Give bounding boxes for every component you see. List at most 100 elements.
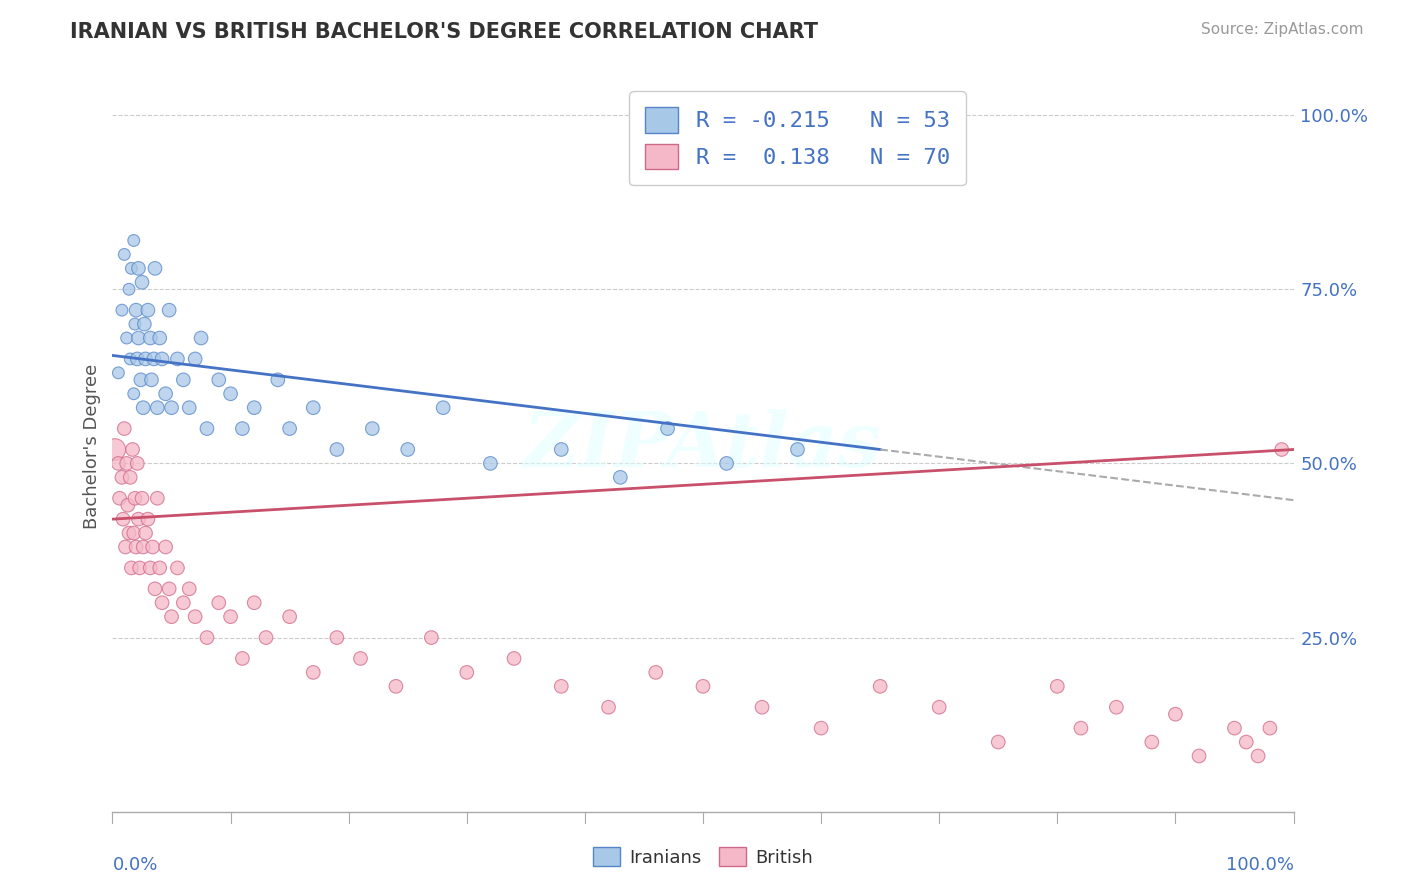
Point [172,373,194,387]
Point [122,234,145,248]
Point [208,596,231,610]
Point [160,609,183,624]
Point [503,651,526,665]
Point [135,351,157,366]
Point [208,373,231,387]
Point [127,261,149,276]
Point [219,386,242,401]
Point [810,721,832,735]
Point [155,540,177,554]
Point [420,631,443,645]
Point [179,401,201,415]
Point [120,261,142,276]
Point [129,373,152,387]
Point [127,457,149,471]
Point [326,631,349,645]
Point [143,261,166,276]
Point [231,421,253,435]
Point [751,700,773,714]
Point [1188,749,1211,764]
Point [184,351,207,366]
Point [127,351,149,366]
Text: ZIPAtlas: ZIPAtlas [524,409,882,483]
Point [112,421,135,435]
Point [107,366,129,380]
Point [108,491,131,506]
Point [786,442,808,457]
Point [115,331,138,345]
Point [172,596,194,610]
Point [132,540,155,554]
Point [117,498,139,512]
Point [142,351,165,366]
Point [278,609,301,624]
Point [326,442,349,457]
Point [692,679,714,693]
Point [869,679,891,693]
Point [609,470,631,484]
Point [1247,749,1270,764]
Point [456,665,478,680]
Point [160,401,183,415]
Point [120,470,142,484]
Point [157,582,180,596]
Point [125,540,148,554]
Point [550,442,572,457]
Point [146,401,169,415]
Text: 0.0%: 0.0% [112,855,157,873]
Point [267,373,290,387]
Point [146,491,169,506]
Point [112,247,135,261]
Point [928,700,950,714]
Point [120,561,142,575]
Point [1164,707,1187,722]
Point [231,651,253,665]
Point [157,303,180,318]
Point [132,401,155,415]
Point [1258,721,1281,735]
Point [122,526,145,541]
Point [136,303,159,318]
Legend: Iranians, British: Iranians, British [586,840,820,874]
Point [302,665,325,680]
Point [104,442,127,457]
Point [128,561,150,575]
Point [550,679,572,693]
Point [135,526,157,541]
Point [111,303,134,318]
Point [644,665,666,680]
Point [150,596,173,610]
Point [1140,735,1163,749]
Point [396,442,419,457]
Point [149,331,172,345]
Point [121,442,143,457]
Point [127,331,149,345]
Text: Source: ZipAtlas.com: Source: ZipAtlas.com [1201,22,1364,37]
Point [195,421,218,435]
Point [118,282,141,296]
Point [987,735,1010,749]
Point [166,561,188,575]
Point [111,470,134,484]
Point [598,700,620,714]
Point [184,609,207,624]
Point [139,331,162,345]
Point [254,631,277,645]
Point [195,631,218,645]
Text: IRANIAN VS BRITISH BACHELOR'S DEGREE CORRELATION CHART: IRANIAN VS BRITISH BACHELOR'S DEGREE COR… [70,22,818,42]
Point [136,512,159,526]
Point [1046,679,1069,693]
Point [219,609,242,624]
Point [118,526,141,541]
Point [141,373,163,387]
Point [112,512,135,526]
Point [155,386,177,401]
Point [278,421,301,435]
Point [120,351,142,366]
Point [432,401,454,415]
Point [131,491,153,506]
Point [385,679,408,693]
Point [127,512,149,526]
Point [115,457,138,471]
Point [1070,721,1092,735]
